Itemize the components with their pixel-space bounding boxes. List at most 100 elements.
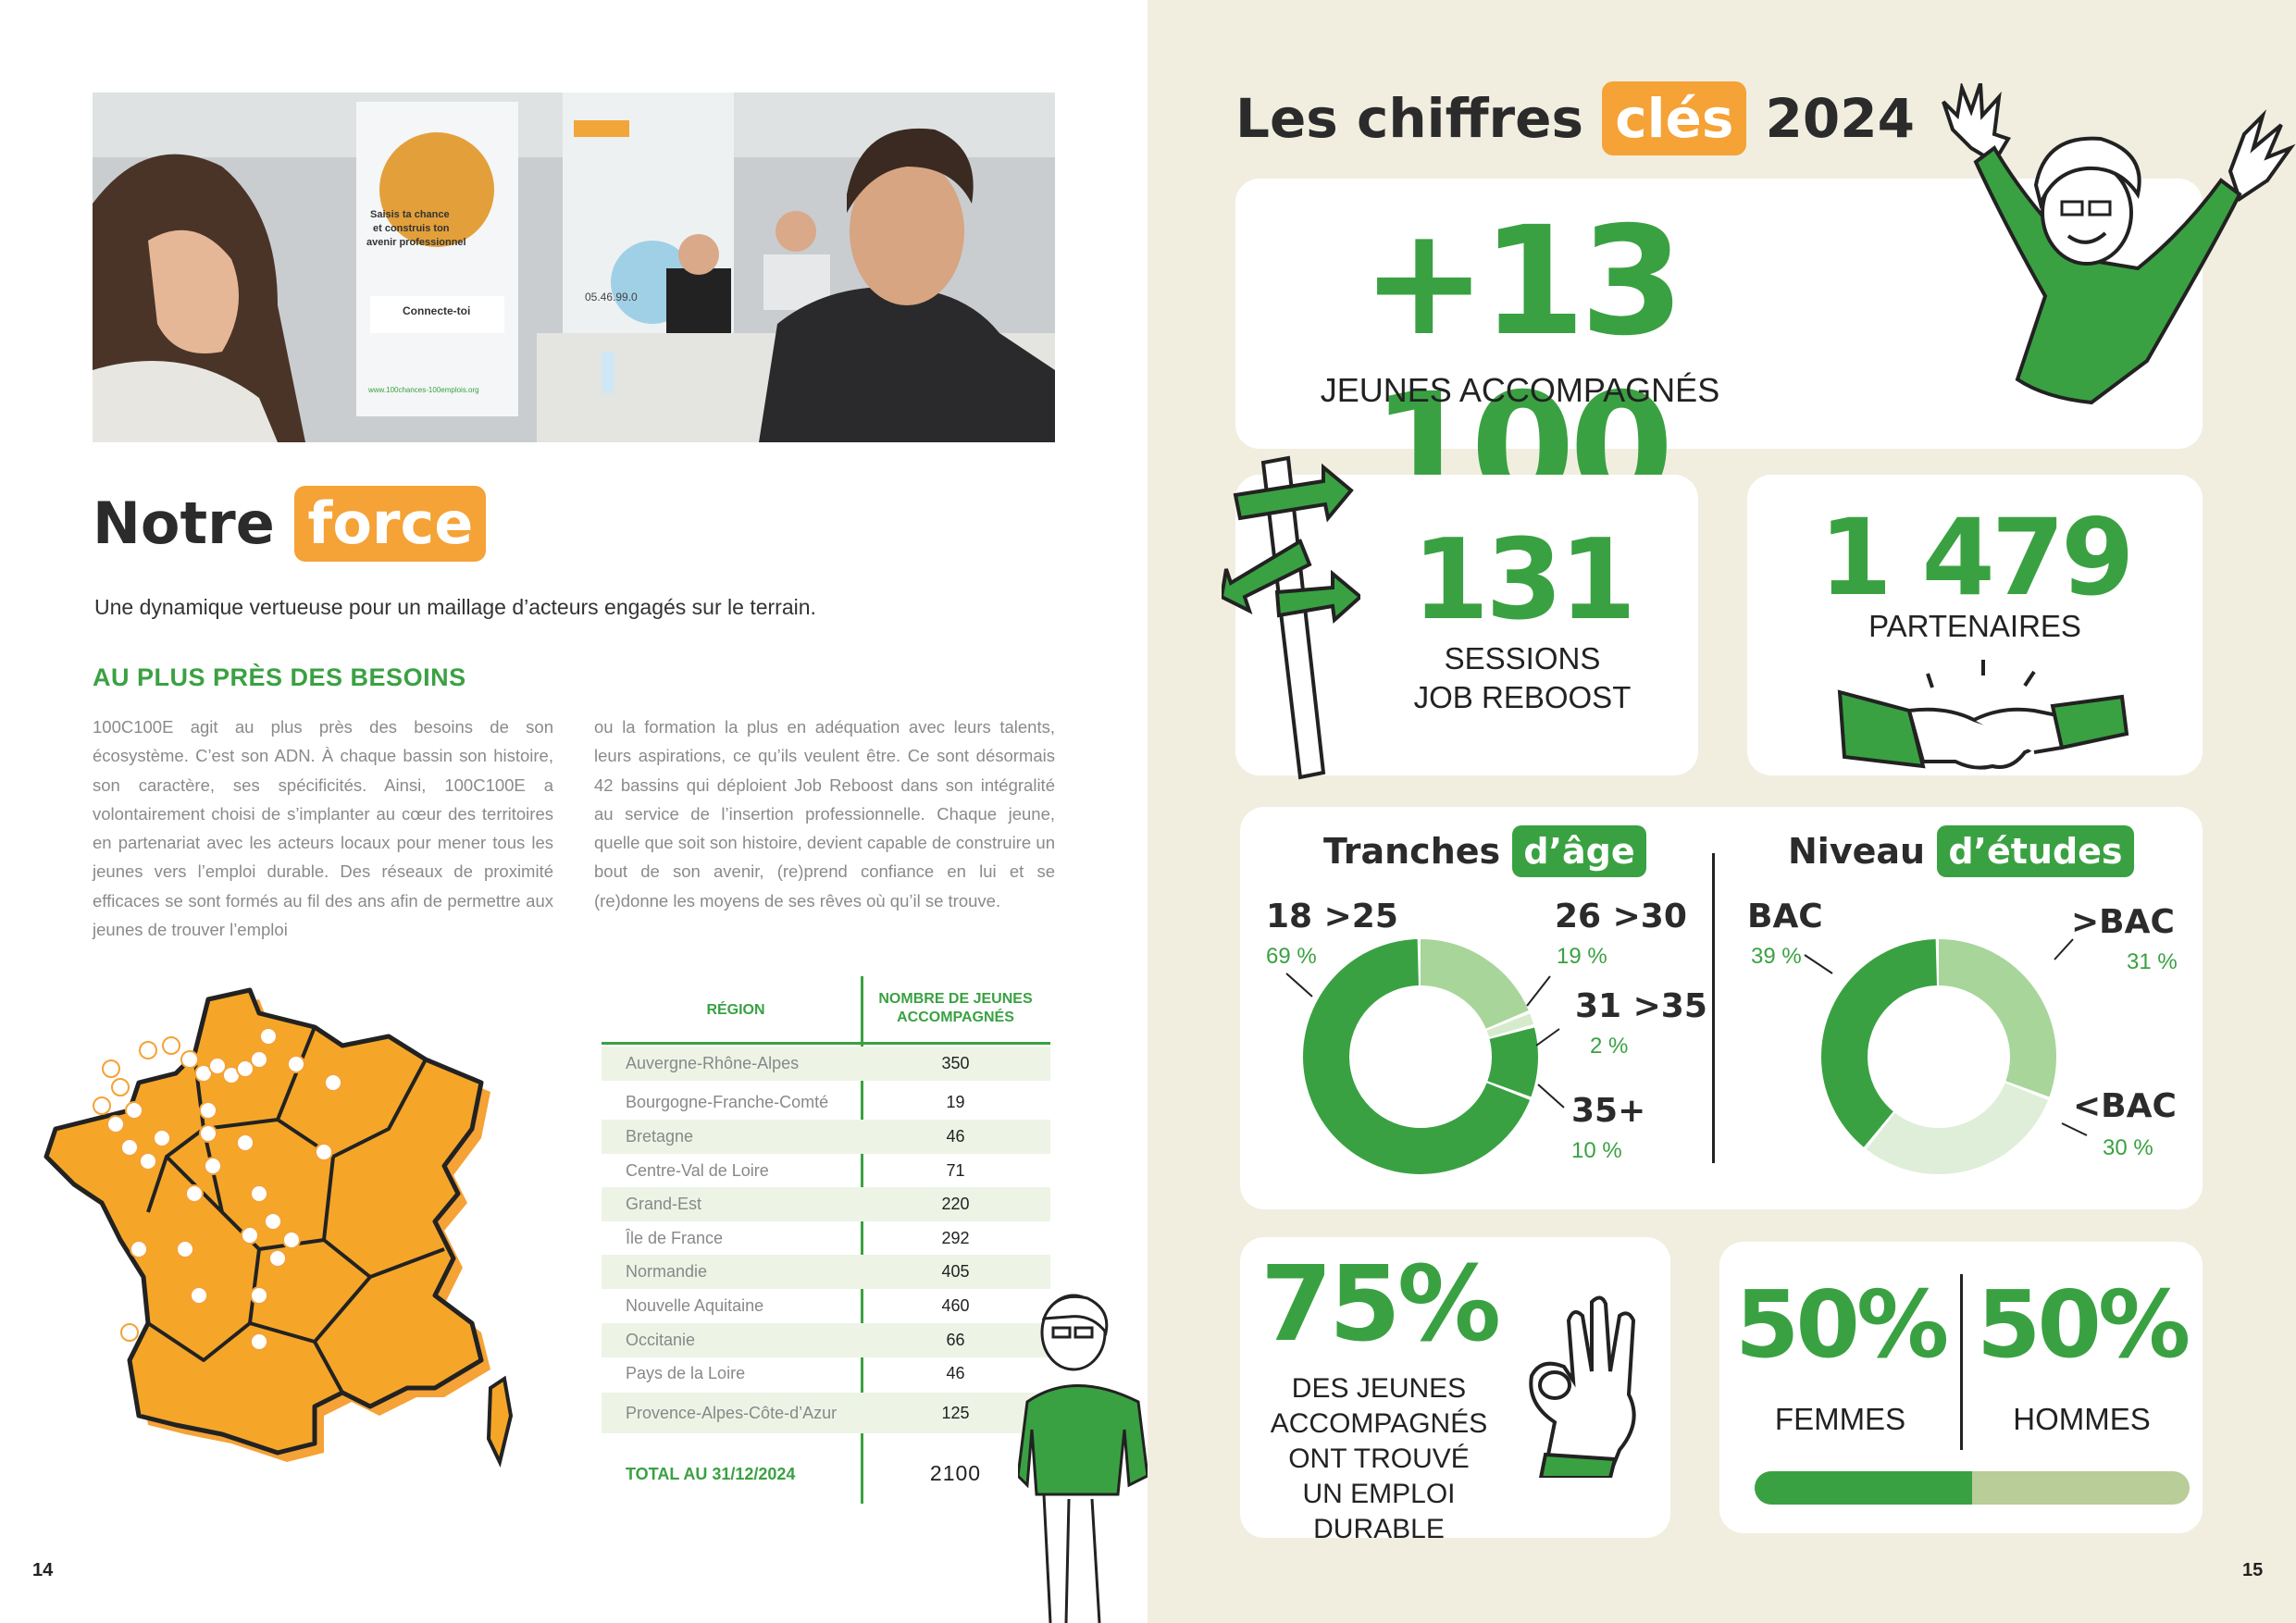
value-cell: 19 <box>946 1093 965 1111</box>
region-cell: Centre-Val de Loire <box>626 1161 769 1180</box>
etudes-segment-2 <box>1821 939 2056 1174</box>
poster-line3: avenir professionnel <box>366 237 466 248</box>
table-vertical-rule <box>861 976 863 1504</box>
title-highlight-cles: clés <box>1602 81 1747 155</box>
standing-youth-illustration <box>1018 1294 1148 1623</box>
age-seg-label-0: 18 >25 <box>1266 898 1398 935</box>
value-cell: 66 <box>946 1331 965 1349</box>
age-segment-2 <box>1303 939 1538 1174</box>
section-title: AU PLUS PRÈS DES BESOINS <box>93 663 466 691</box>
table-row: Auvergne-Rhône-Alpes 350 <box>602 1047 1050 1081</box>
table-row: Provence-Alpes-Côte-d’Azur 125 <box>602 1393 1050 1433</box>
poster-line2: et construis ton <box>373 223 450 234</box>
table-row: Île de France 292 <box>602 1221 1050 1256</box>
gender-bar <box>1755 1471 2190 1505</box>
poster-line1: Saisis ta chance <box>370 209 450 220</box>
total-label: TOTAL AU 31/12/2024 <box>626 1465 796 1483</box>
stat-emploi-value: 75% <box>1260 1245 1501 1365</box>
etudes-title-highlight: d’études <box>1937 825 2134 877</box>
region-cell: Nouvelle Aquitaine <box>626 1296 764 1315</box>
value-cell: 350 <box>941 1054 970 1072</box>
etudes-segment-0 <box>1821 939 2056 1174</box>
total-value: 2100 <box>929 1461 982 1485</box>
region-cell: Provence-Alpes-Côte-d’Azur <box>626 1404 838 1422</box>
france-map <box>43 987 514 1468</box>
etudes-segment-1 <box>1821 939 2056 1174</box>
table-row: Pays de la Loire 46 <box>602 1357 1050 1391</box>
stat-jeunes-value: +13 100 <box>1360 195 1684 536</box>
stat-sessions-value: 131 <box>1411 516 1637 645</box>
table-row: Normandie 405 <box>602 1255 1050 1289</box>
region-cell: Bourgogne-Franche-Comté <box>626 1093 829 1111</box>
region-cell: Auvergne-Rhône-Alpes <box>626 1054 800 1072</box>
value-cell: 46 <box>946 1127 965 1146</box>
title-pre: Les chiffres <box>1235 87 1584 150</box>
age-seg-pct-2: 2 % <box>1590 1034 1629 1059</box>
poster-connect: Connecte-toi <box>403 304 470 317</box>
table-row: Centre-Val de Loire 71 <box>602 1154 1050 1188</box>
title-highlight: force <box>294 486 487 562</box>
value-cell: 220 <box>941 1195 970 1213</box>
age-leader-lines <box>1285 938 2088 1136</box>
page-number-left: 14 <box>32 1560 54 1580</box>
stat-partenaires-label: PARTENAIRES <box>1868 609 2081 643</box>
poster-url: www.100chances-100emplois.org <box>367 386 479 394</box>
femmes-value: 50% <box>1734 1270 1949 1379</box>
value-cell: 125 <box>941 1404 970 1422</box>
stat-partenaires-value: 1 479 <box>1818 496 2135 619</box>
age-seg-label-2: 31 >35 <box>1575 987 1707 1025</box>
stat-emploi-line-4: UN EMPLOI DURABLE <box>1302 1479 1456 1544</box>
poster-phone: 05.46.99.0 <box>585 291 638 304</box>
age-donut-chart <box>1303 939 1538 1174</box>
gender-bar-femmes-fill <box>1755 1471 1972 1505</box>
stat-card-emploi: 75% DES JEUNES ACCOMPAGNÉS ONT TROUVÉ UN… <box>1240 1237 1670 1544</box>
page-title: Notre force <box>93 486 487 562</box>
age-segment-3 <box>1303 939 1538 1174</box>
stat-card-gender: 50% FEMMES 50% HOMMES <box>1719 1242 2203 1533</box>
intro-text: Une dynamique vertueuse pour un maillage… <box>94 595 816 619</box>
col-count-header-line1: NOMBRE DE JEUNES <box>878 991 1033 1007</box>
region-cell: Pays de la Loire <box>626 1364 746 1382</box>
ok-hand-icon <box>1529 1295 1636 1478</box>
table-row: Nouvelle Aquitaine 460 <box>602 1289 1050 1323</box>
stat-emploi-line-3: ONT TROUVÉ <box>1288 1443 1470 1474</box>
col-count-header: NOMBRE DE JEUNES ACCOMPAGNÉS <box>861 990 1050 1027</box>
age-seg-label-3: 35+ <box>1571 1092 1646 1130</box>
value-cell: 460 <box>941 1296 970 1315</box>
stat-sessions-label-1: SESSIONS <box>1444 641 1601 675</box>
etudes-seg-pct-1: 31 % <box>2127 949 2178 974</box>
age-title-highlight: d’âge <box>1512 825 1646 877</box>
right-page: Les chiffres clés 2024 +13 100 JEUNES AC… <box>1148 0 2296 1623</box>
workshop-photo: Saisis ta chance et construis ton avenir… <box>93 93 1055 442</box>
left-page: Saisis ta chance et construis ton avenir… <box>32 93 1148 1623</box>
etudes-seg-label-1: >BAC <box>2071 903 2175 941</box>
page-number-right: 15 <box>2242 1560 2264 1580</box>
table-header-rule <box>602 1042 1050 1045</box>
stat-jeunes-label: JEUNES ACCOMPAGNÉS <box>1320 371 1720 409</box>
table-row: Bretagne 46 <box>602 1120 1050 1154</box>
table-row: Bourgogne-Franche-Comté 19 <box>602 1085 1050 1120</box>
stat-card-partenaires: 1 479 PARTENAIRES <box>1747 475 2203 775</box>
etudes-seg-label-0: BAC <box>1747 898 1823 935</box>
age-seg-pct-3: 10 % <box>1571 1138 1622 1163</box>
femmes-label: FEMMES <box>1774 1402 1906 1436</box>
region-cell: Bretagne <box>626 1127 694 1146</box>
title-main: Notre <box>93 489 275 557</box>
age-seg-label-1: 26 >30 <box>1555 898 1687 935</box>
value-cell: 292 <box>941 1229 970 1247</box>
value-cell: 405 <box>941 1262 970 1281</box>
etudes-donut-chart <box>1821 939 2056 1174</box>
donut-card: Tranches d’âge Niveau d’études 18 >25 69… <box>1240 807 2203 1209</box>
etudes-title: Niveau d’études <box>1788 825 2134 877</box>
cheering-person-illustration <box>1942 83 2296 405</box>
age-seg-pct-0: 69 % <box>1266 944 1317 969</box>
region-cell: Île de France <box>626 1229 724 1247</box>
etudes-title-main: Niveau <box>1788 831 1926 872</box>
hommes-value: 50% <box>1976 1270 2191 1379</box>
table-row: Grand-Est 220 <box>602 1187 1050 1221</box>
body-column-1: 100C100E agit au plus près des besoins d… <box>93 717 553 940</box>
table-row: Occitanie 66 <box>602 1323 1050 1357</box>
body-column-2: ou la formation la plus en adéquation av… <box>594 717 1055 911</box>
stat-card-sessions: 131 SESSIONS JOB REBOOST <box>1235 475 1698 775</box>
stat-emploi-line-2: ACCOMPAGNÉS <box>1270 1408 1488 1439</box>
